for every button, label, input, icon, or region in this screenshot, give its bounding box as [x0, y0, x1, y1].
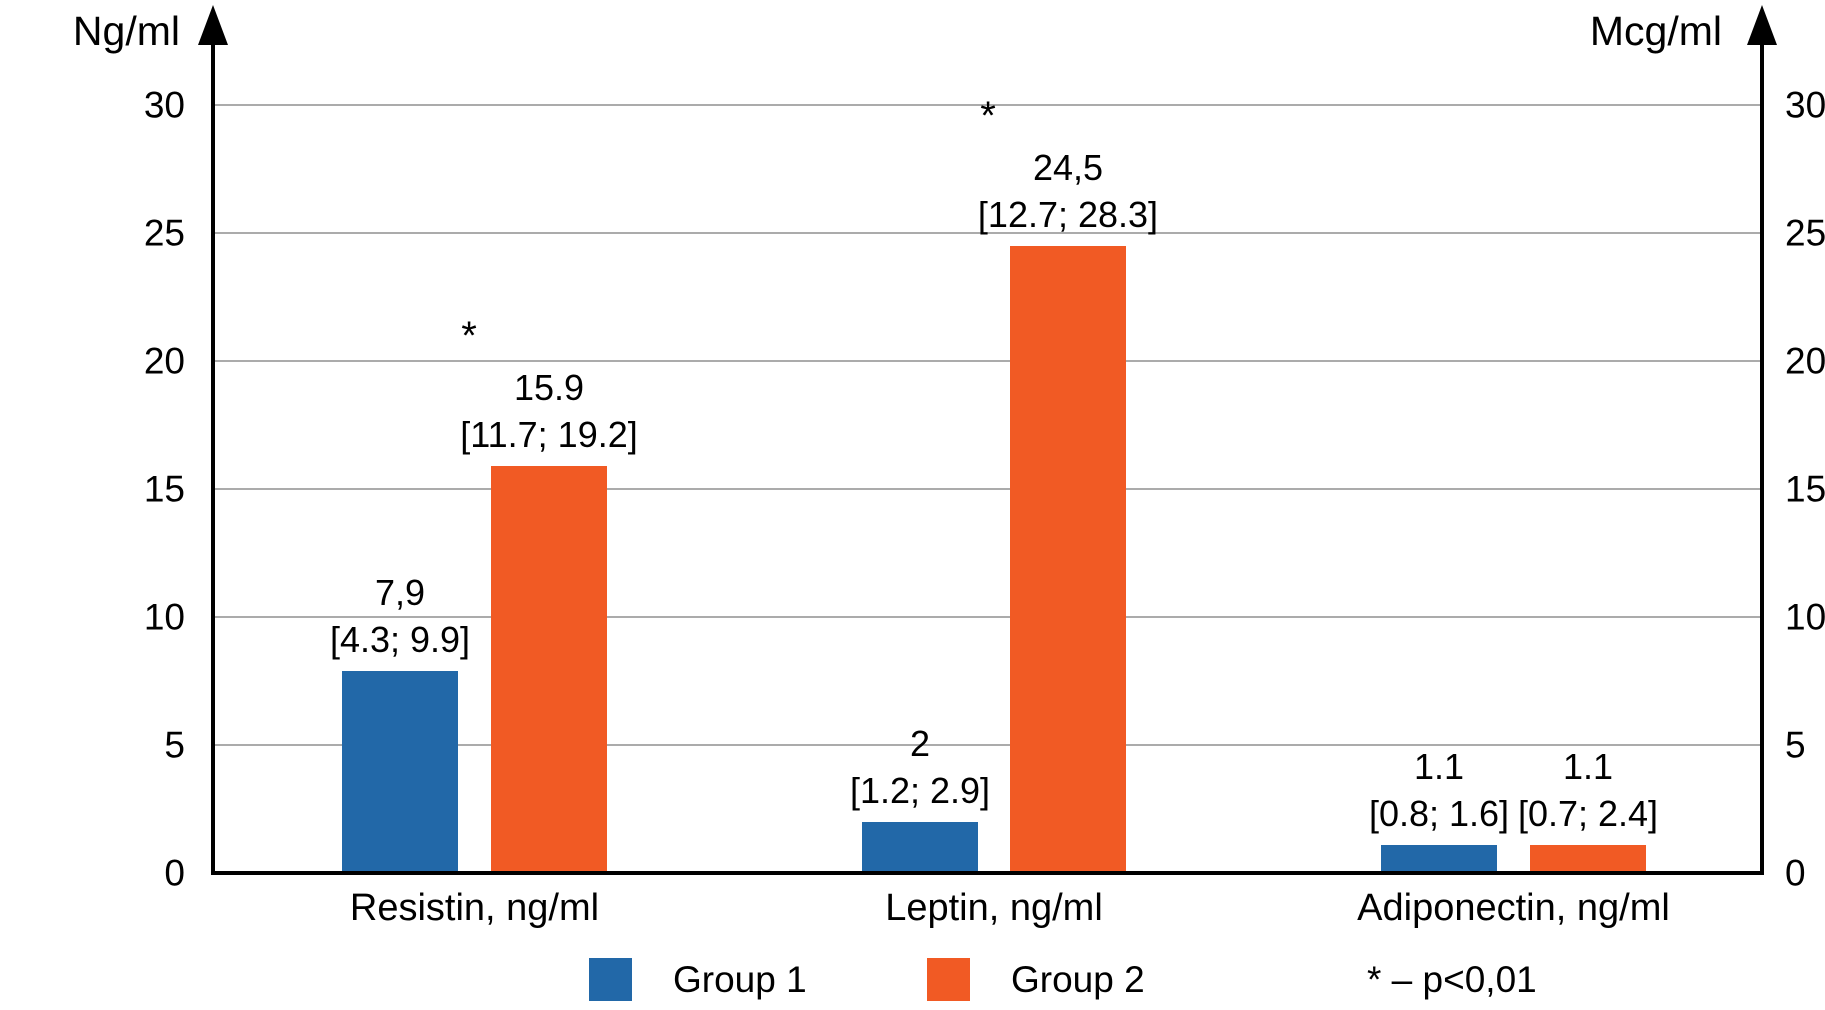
x-axis-line [211, 871, 1764, 875]
left-tick-label-0: 0 [164, 852, 185, 894]
gridline-15 [213, 488, 1762, 490]
bar-leptin-group-2 [1010, 245, 1126, 873]
legend-swatch-group-2 [927, 958, 970, 1001]
right-tick-label-15: 15 [1785, 468, 1825, 510]
category-label-adiponectin: Adiponectin, ng/ml [1357, 887, 1670, 929]
legend-label-group-2: Group 2 [1011, 959, 1145, 1000]
bar-value-label: 15.9 [513, 366, 585, 408]
significance-asterisk-leptin: * [980, 93, 996, 138]
bar-range-label: [0.7; 2.4] [1517, 792, 1659, 834]
bar-value-label: 2 [909, 722, 931, 764]
bar-adiponectin-group-1 [1381, 844, 1497, 873]
left-tick-label-10: 10 [143, 596, 185, 638]
left-y-axis-line [211, 30, 215, 873]
gridline-20 [213, 360, 1762, 362]
significance-footnote: * – p<0,01 [1367, 959, 1537, 1000]
right-y-axis-line [1760, 30, 1764, 873]
right-tick-label-5: 5 [1785, 724, 1806, 766]
legend-label-group-1: Group 1 [673, 959, 807, 1000]
bar-label-resistin-group-1: 7,9 [4.3; 9.9] [230, 569, 570, 663]
left-tick-label-5: 5 [164, 724, 185, 766]
bar-label-leptin-group-2: 24,5 [12.7; 28.3] [898, 144, 1238, 238]
category-label-resistin: Resistin, ng/ml [349, 887, 600, 929]
category-label-leptin: Leptin, ng/ml [885, 887, 1103, 929]
legend-swatch-group-1 [589, 958, 632, 1001]
right-tick-label-20: 20 [1785, 340, 1825, 382]
left-tick-label-25: 25 [143, 212, 185, 254]
right-axis-arrow-icon [1747, 5, 1777, 45]
bar-range-label: [0.8; 1.6] [1368, 792, 1510, 834]
right-tick-label-25: 25 [1785, 212, 1825, 254]
left-tick-label-15: 15 [143, 468, 185, 510]
bar-value-label: 1.1 [1413, 745, 1465, 787]
bar-value-label: 1.1 [1562, 745, 1614, 787]
left-tick-label-30: 30 [143, 84, 185, 126]
gridline-25 [213, 232, 1762, 234]
right-tick-label-30: 30 [1785, 84, 1825, 126]
bar-label-adiponectin-group-2: 1.1 [0.7; 2.4] [1418, 743, 1758, 837]
bar-leptin-group-1 [862, 821, 978, 873]
gridline-5 [213, 744, 1762, 746]
bar-label-resistin-group-2: 15.9 [11.7; 19.2] [379, 364, 719, 458]
right-tick-label-10: 10 [1785, 596, 1825, 638]
left-tick-label-20: 20 [143, 340, 185, 382]
bar-label-adiponectin-group-1: 1.1 [0.8; 1.6] [1269, 743, 1609, 837]
bar-resistin-group-1 [342, 670, 458, 873]
left-axis-arrow-icon [198, 5, 228, 45]
bar-range-label: [4.3; 9.9] [329, 618, 471, 660]
significance-asterisk-resistin: * [461, 313, 477, 358]
left-axis-unit-label: Ng/ml [72, 8, 180, 54]
bar-value-label: 7,9 [374, 571, 426, 613]
right-axis-unit-label: Mcg/ml [1589, 8, 1722, 54]
bar-range-label: [12.7; 28.3] [977, 193, 1159, 235]
bar-range-label: [11.7; 19.2] [460, 413, 638, 455]
bar-resistin-group-2 [491, 465, 607, 873]
bar-range-label: [1.2; 2.9] [849, 769, 991, 811]
bar-label-leptin-group-1: 2 [1.2; 2.9] [750, 720, 1090, 814]
gridline-10 [213, 616, 1762, 618]
gridline-30 [213, 104, 1762, 106]
right-tick-label-0: 0 [1785, 852, 1806, 894]
bar-value-label: 24,5 [1032, 146, 1104, 188]
bar-adiponectin-group-2 [1530, 844, 1646, 873]
